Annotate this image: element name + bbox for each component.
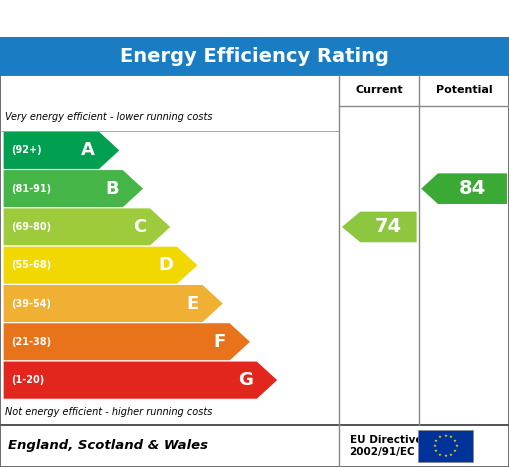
Text: ★: ★: [449, 453, 453, 457]
Text: Potential: Potential: [436, 85, 492, 95]
Polygon shape: [3, 246, 198, 284]
Polygon shape: [342, 212, 416, 242]
Text: ★: ★: [455, 444, 458, 448]
Text: E: E: [186, 295, 199, 312]
Text: (39-54): (39-54): [11, 298, 51, 309]
Polygon shape: [3, 131, 120, 170]
Polygon shape: [421, 173, 507, 204]
Polygon shape: [3, 208, 171, 246]
Text: ★: ★: [438, 453, 442, 457]
Text: D: D: [158, 256, 173, 274]
Text: 84: 84: [459, 179, 486, 198]
Text: Not energy efficient - higher running costs: Not energy efficient - higher running co…: [5, 407, 212, 417]
Text: ★: ★: [453, 439, 457, 443]
Text: (1-20): (1-20): [11, 375, 44, 385]
Text: A: A: [81, 142, 95, 159]
Polygon shape: [3, 361, 278, 399]
Text: ★: ★: [433, 444, 436, 448]
Bar: [0, 425, 509, 467]
Text: ★: ★: [443, 454, 447, 458]
Text: (21-38): (21-38): [11, 337, 51, 347]
Text: ★: ★: [434, 439, 438, 443]
Bar: [418, 430, 473, 462]
Text: ★: ★: [438, 435, 442, 439]
Text: (81-91): (81-91): [11, 184, 51, 194]
Text: (69-80): (69-80): [11, 222, 51, 232]
Text: 74: 74: [375, 218, 402, 236]
Text: ★: ★: [453, 449, 457, 453]
Text: (92+): (92+): [11, 145, 41, 156]
Text: EU Directive
2002/91/EC: EU Directive 2002/91/EC: [350, 435, 422, 457]
Bar: [0, 37, 509, 75]
Text: G: G: [238, 371, 253, 389]
Text: England, Scotland & Wales: England, Scotland & Wales: [8, 439, 208, 453]
Text: B: B: [105, 180, 119, 198]
Text: Energy Efficiency Rating: Energy Efficiency Rating: [120, 47, 389, 65]
Polygon shape: [3, 170, 144, 208]
Text: Very energy efficient - lower running costs: Very energy efficient - lower running co…: [5, 112, 213, 122]
Text: F: F: [214, 333, 226, 351]
Text: C: C: [133, 218, 146, 236]
Polygon shape: [3, 323, 251, 361]
Text: Current: Current: [355, 85, 403, 95]
Polygon shape: [3, 284, 223, 323]
Text: ★: ★: [434, 449, 438, 453]
Text: (55-68): (55-68): [11, 260, 51, 270]
Text: ★: ★: [449, 435, 453, 439]
Text: ★: ★: [443, 434, 447, 438]
Bar: [0, 75, 509, 425]
